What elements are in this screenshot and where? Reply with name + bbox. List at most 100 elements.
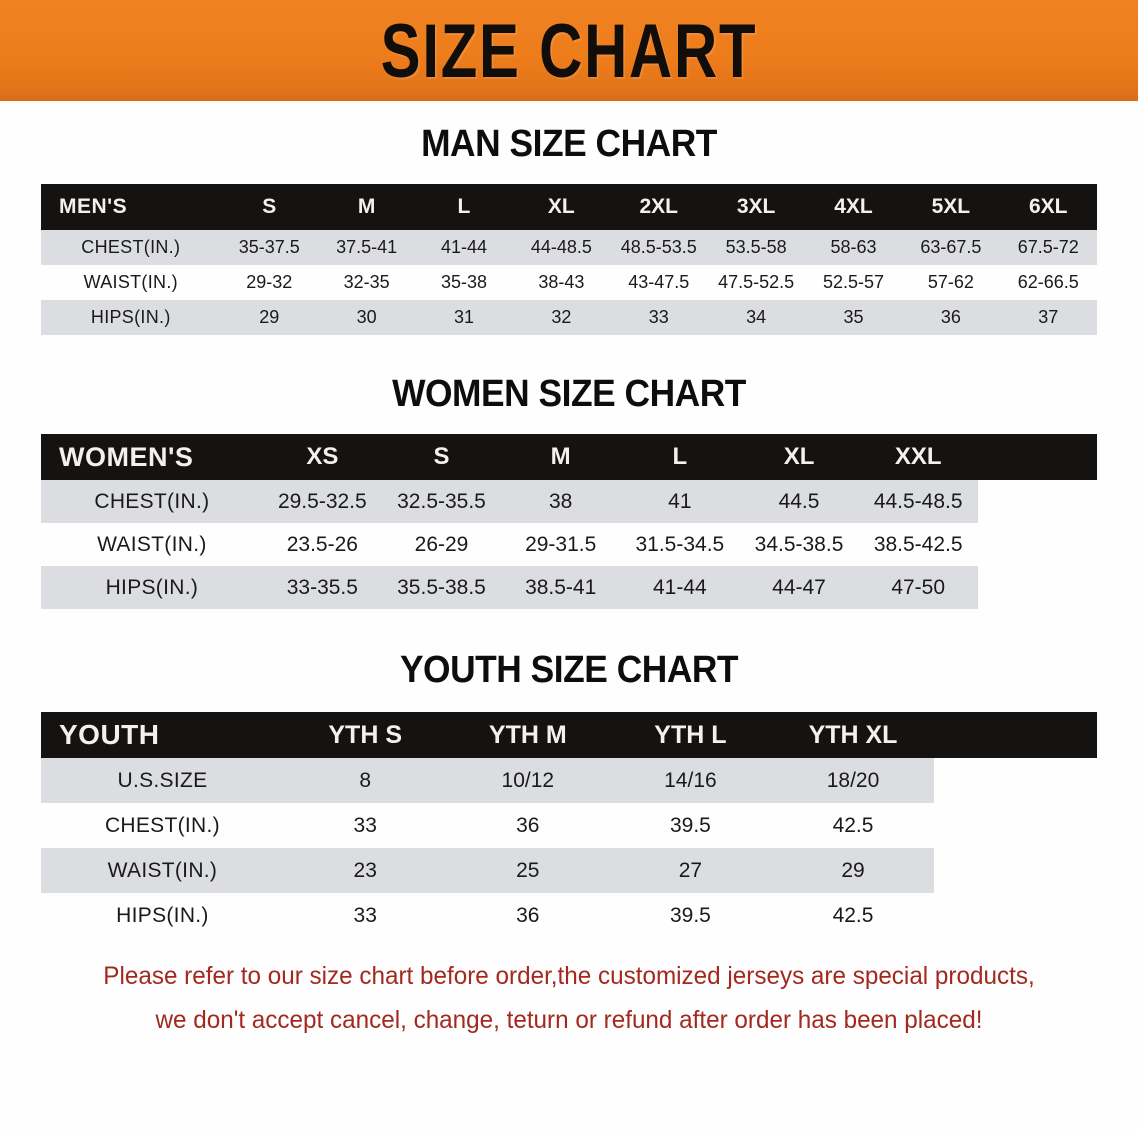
men-cell: 32 <box>512 300 611 335</box>
youth-cell: 25 <box>446 848 610 893</box>
women-cell-spacer <box>977 523 1097 566</box>
women-cell: 29.5-32.5 <box>262 480 382 523</box>
women-cell: 29-31.5 <box>501 523 621 566</box>
women-table-wrap: WOMEN'S XS S M L XL XXL CHEST(IN.) 29.5-32.5 32.… <box>41 434 1097 609</box>
women-cell: 35.5-38.5 <box>381 566 502 609</box>
men-cell: 47.5-52.5 <box>707 265 805 300</box>
youth-table-body: U.S.SIZE 8 10/12 14/16 18/20 CHEST(IN.) 33 36 39… <box>41 758 1097 938</box>
men-table-row: CHEST(IN.) 35-37.5 37.5-41 41-44 44-48.5 48.5… <box>41 230 1097 265</box>
youth-cell: 27 <box>609 848 772 893</box>
men-table-row: HIPS(IN.) 29 30 31 32 33 34 35 36 37 <box>41 300 1097 335</box>
youth-cell-spacer <box>934 803 1097 848</box>
women-cell: 47-50 <box>858 566 978 609</box>
women-section-title: WOMEN SIZE CHART <box>392 373 746 415</box>
men-column-header-9: 6XL <box>999 184 1097 230</box>
page-banner: SIZE CHART <box>0 0 1138 101</box>
men-cell: 52.5-57 <box>804 265 903 300</box>
youth-row-label: U.S.SIZE <box>41 758 284 803</box>
youth-cell: 33 <box>283 893 447 938</box>
women-header-row: WOMEN'S XS S M L XL XXL <box>41 434 1097 480</box>
men-cell: 32-35 <box>317 265 416 300</box>
youth-cell: 14/16 <box>609 758 772 803</box>
youth-cell: 18/20 <box>771 758 935 803</box>
youth-cell: 42.5 <box>771 893 935 938</box>
women-size-table: WOMEN'S XS S M L XL XXL CHEST(IN.) 29.5-32.5 32.… <box>41 434 1097 609</box>
man-size-table: MEN'S S M L XL 2XL 3XL 4XL 5XL 6XL CHEST(IN.) 35-3… <box>41 184 1097 335</box>
women-table-body: CHEST(IN.) 29.5-32.5 32.5-35.5 38 41 44.5 44.5… <box>41 480 1097 609</box>
men-column-header-4: XL <box>512 184 611 230</box>
youth-cell-spacer <box>934 848 1097 893</box>
men-column-header-5: 2XL <box>610 184 708 230</box>
man-header-row: MEN'S S M L XL 2XL 3XL 4XL 5XL 6XL <box>41 184 1097 230</box>
women-column-header-1: XS <box>262 434 382 480</box>
youth-cell: 42.5 <box>771 803 935 848</box>
men-cell: 62-66.5 <box>999 265 1097 300</box>
men-corner-header: MEN'S <box>41 184 221 230</box>
youth-cell: 36 <box>446 893 610 938</box>
women-column-header-5: XL <box>739 434 859 480</box>
men-cell: 29 <box>220 300 318 335</box>
youth-table-row: U.S.SIZE 8 10/12 14/16 18/20 <box>41 758 1097 803</box>
page-title: SIZE CHART <box>380 7 758 94</box>
youth-cell: 10/12 <box>446 758 610 803</box>
youth-cell: 29 <box>771 848 935 893</box>
youth-cell: 39.5 <box>609 893 772 938</box>
youth-section-title: YOUTH SIZE CHART <box>399 649 739 691</box>
women-cell: 26-29 <box>381 523 502 566</box>
women-cell: 38 <box>501 480 621 523</box>
women-cell: 33-35.5 <box>262 566 382 609</box>
youth-cell: 33 <box>283 803 447 848</box>
women-corner-header: WOMEN'S <box>41 434 263 480</box>
youth-cell: 39.5 <box>609 803 772 848</box>
men-table-row: WAIST(IN.) 29-32 32-35 35-38 38-43 43-47.5 47.… <box>41 265 1097 300</box>
men-cell: 57-62 <box>902 265 1000 300</box>
disclaimer-line-1: Please refer to our size chart before or… <box>103 962 1035 990</box>
women-cell: 31.5-34.5 <box>620 523 740 566</box>
youth-column-header-spacer <box>934 712 1097 758</box>
men-cell: 29-32 <box>220 265 318 300</box>
man-section-title: MAN SIZE CHART <box>421 123 717 165</box>
youth-cell: 8 <box>283 758 447 803</box>
youth-cell-spacer <box>934 893 1097 938</box>
men-cell: 33 <box>610 300 708 335</box>
women-row-label: CHEST(IN.) <box>41 480 263 523</box>
women-row-label: HIPS(IN.) <box>41 566 263 609</box>
men-cell: 37 <box>999 300 1097 335</box>
men-cell: 53.5-58 <box>707 230 805 265</box>
youth-cell-spacer <box>934 758 1097 803</box>
women-cell: 44-47 <box>739 566 859 609</box>
women-cell: 23.5-26 <box>262 523 382 566</box>
women-cell-spacer <box>977 480 1097 523</box>
men-row-label: CHEST(IN.) <box>41 230 221 265</box>
women-cell: 44.5-48.5 <box>858 480 978 523</box>
men-row-label: HIPS(IN.) <box>41 300 221 335</box>
women-column-header-6: XXL <box>858 434 978 480</box>
man-table-body: CHEST(IN.) 35-37.5 37.5-41 41-44 44-48.5 48.5… <box>41 230 1097 335</box>
youth-table-row: HIPS(IN.) 33 36 39.5 42.5 <box>41 893 1097 938</box>
men-column-header-6: 3XL <box>707 184 805 230</box>
youth-column-header-1: YTH S <box>283 712 447 758</box>
youth-cell: 23 <box>283 848 447 893</box>
youth-corner-header: YOUTH <box>41 712 284 758</box>
order-disclaimer: Please refer to our size chart before or… <box>40 954 1097 1042</box>
men-row-label: WAIST(IN.) <box>41 265 221 300</box>
men-column-header-8: 5XL <box>902 184 1000 230</box>
women-table-row: HIPS(IN.) 33-35.5 35.5-38.5 38.5-41 41-44 44-… <box>41 566 1097 609</box>
women-table-row: WAIST(IN.) 23.5-26 26-29 29-31.5 31.5-34.5 34… <box>41 523 1097 566</box>
women-cell-spacer <box>977 566 1097 609</box>
youth-row-label: WAIST(IN.) <box>41 848 284 893</box>
men-cell: 31 <box>415 300 513 335</box>
men-cell: 44-48.5 <box>512 230 611 265</box>
men-cell: 30 <box>317 300 416 335</box>
women-cell: 44.5 <box>739 480 859 523</box>
youth-table-row: WAIST(IN.) 23 25 27 29 <box>41 848 1097 893</box>
men-column-header-1: S <box>220 184 318 230</box>
men-cell: 43-47.5 <box>610 265 708 300</box>
man-table-head: MEN'S S M L XL 2XL 3XL 4XL 5XL 6XL <box>41 184 1097 230</box>
men-cell: 35 <box>804 300 903 335</box>
youth-column-header-3: YTH L <box>609 712 772 758</box>
youth-row-label: CHEST(IN.) <box>41 803 284 848</box>
men-cell: 63-67.5 <box>902 230 1000 265</box>
youth-table-wrap: YOUTH YTH S YTH M YTH L YTH XL U.S.SIZE 8 10/1… <box>41 712 1097 938</box>
